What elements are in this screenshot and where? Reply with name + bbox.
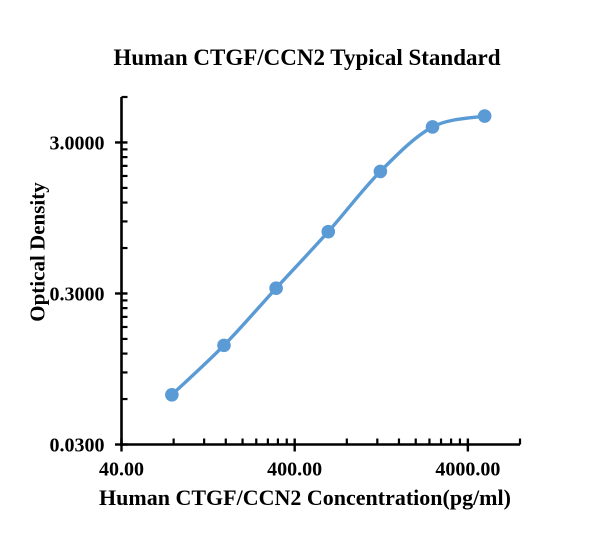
y-tick-label: 0.3000 xyxy=(50,283,105,305)
data-point xyxy=(477,109,492,123)
x-tick-label: 4000.00 xyxy=(435,459,500,481)
chart-title: Human CTGF/CCN2 Typical Standard xyxy=(113,45,501,70)
data-point xyxy=(165,388,179,402)
data-point xyxy=(269,281,283,296)
data-point xyxy=(321,224,336,239)
data-point xyxy=(373,164,388,179)
standard-curve-line xyxy=(170,114,487,397)
y-tick-label: 3.0000 xyxy=(50,132,105,154)
x-axis-title: Human CTGF/CCN2 Concentration(pg/ml) xyxy=(99,485,511,510)
y-tick-label: 0.0300 xyxy=(50,435,105,457)
data-point xyxy=(425,120,440,134)
data-point xyxy=(217,338,231,353)
x-tick-label: 40.00 xyxy=(99,459,144,481)
x-tick-label: 400.00 xyxy=(267,459,322,481)
